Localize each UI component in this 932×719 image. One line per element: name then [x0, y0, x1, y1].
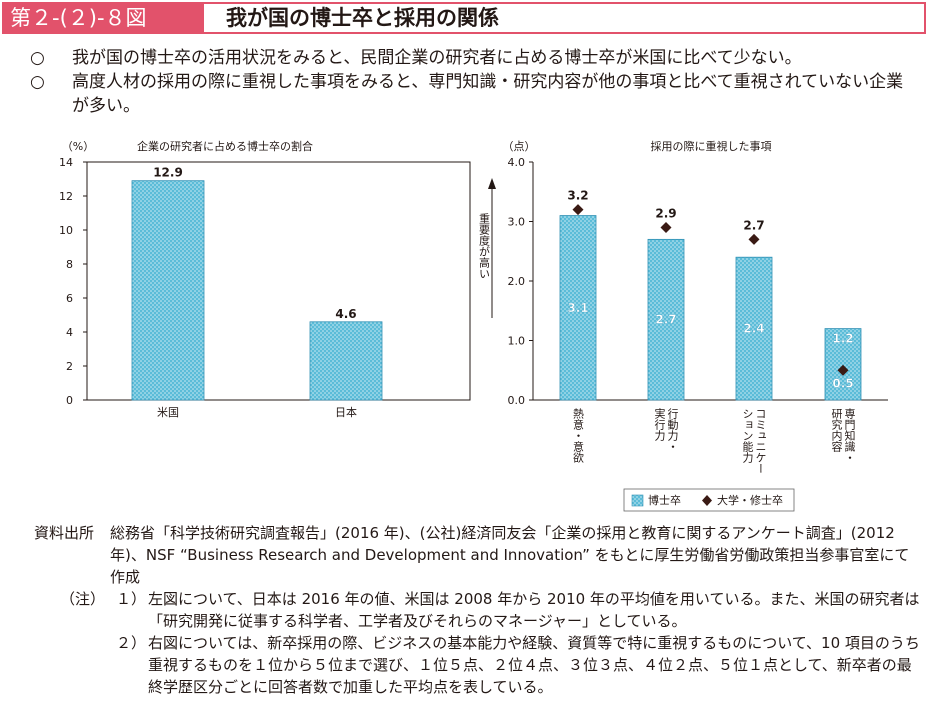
left-plot-frame	[86, 161, 471, 401]
right-y-tick-label: 2.0	[508, 275, 526, 288]
legend-marker-label: 大学・修士卒	[717, 493, 783, 507]
right-bar	[647, 238, 685, 401]
caution-label: （注）	[60, 590, 106, 608]
figure-title: 我が国の博士卒と採用の関係	[226, 6, 499, 30]
note-text: 左図について、日本は 2016 年の値、米国は 2008 年から 2010 年の…	[148, 590, 920, 630]
right-bar-value-label: 2.4	[743, 322, 764, 336]
right-bar-value-label: 1.2	[832, 332, 853, 346]
right-markers: 3.2 2.9 2.7 0.5	[567, 189, 853, 391]
right-x-tick-label: ション能力	[741, 408, 754, 463]
left-chart: 企業の研究者に占める博士卒の割合 （%） 0 2 4 6 8 10 12 14 12.9 4.6…	[59, 139, 471, 419]
left-bar	[309, 321, 383, 401]
right-x-tick-label: 熱意・意欲	[572, 408, 585, 464]
left-y-tick-label: 12	[59, 190, 73, 203]
right-x-tick-label: コミュニケー	[754, 408, 767, 474]
left-x-tick-label: 米国	[157, 406, 179, 419]
left-bar	[131, 180, 205, 401]
summary-text: 高度人材の採用の際に重視した事項をみると、専門知識・研究内容が他の事項と比べて重…	[72, 72, 904, 116]
right-bar	[559, 215, 597, 401]
legend-bar-label: 博士卒	[648, 493, 681, 507]
right-chart-y-unit: （点）	[503, 140, 536, 153]
left-y-tick-label: 10	[59, 224, 73, 237]
importance-note: 重要度が高い	[478, 212, 491, 279]
right-y-tick-label: 0.0	[508, 394, 526, 407]
note-number: １）	[116, 590, 147, 608]
right-x-tick-label: 実行力	[653, 407, 666, 441]
summary: ○ 我が国の博士卒の活用状況をみると、民間企業の研究者に占める博士卒が米国に比べ…	[30, 46, 920, 118]
left-y-tick-label: 14	[59, 156, 73, 169]
left-y-tick-label: 2	[66, 360, 73, 373]
right-chart-title: 採用の際に重視した事項	[651, 139, 772, 153]
right-x-tick-label: 専門知識・	[843, 408, 856, 463]
right-bar	[735, 256, 773, 401]
right-legend: 博士卒 大学・修士卒	[623, 488, 795, 512]
figure-header: 第２-(２)-８図 我が国の博士卒と採用の関係	[2, 2, 926, 34]
right-y-tick-label: 3.0	[508, 216, 526, 229]
source-line: 資料出所 総務省「科学技術研究調査報告」(2016 年)、(公社)経済同友会「企…	[34, 522, 924, 588]
left-bar-value-label: 12.9	[153, 166, 183, 180]
right-x-tick-label: 行動力・	[666, 408, 679, 452]
left-y-axis: 0 2 4 6 8 10 12 14	[59, 156, 87, 407]
right-marker-value-label: 2.7	[743, 218, 764, 232]
left-y-tick-label: 8	[66, 258, 73, 271]
right-marker-value-label: 3.2	[567, 189, 588, 203]
right-marker	[837, 364, 849, 376]
summary-bullet: ○ 高度人材の採用の際に重視した事項をみると、専門知識・研究内容が他の事項と比べ…	[30, 70, 920, 118]
right-chart: 採用の際に重視した事項 （点） 重要度が高い 0.0 1.0 2.0 3.0 4.0 3…	[478, 139, 888, 512]
right-marker-value-label: 0.5	[832, 376, 853, 390]
bullet-circle-icon: ○	[30, 48, 45, 68]
left-chart-title: 企業の研究者に占める博士卒の割合	[137, 139, 313, 153]
right-bar-value-label: 3.1	[567, 301, 588, 315]
notes: 資料出所 総務省「科学技術研究調査報告」(2016 年)、(公社)経済同友会「企…	[34, 522, 924, 698]
left-x-axis: 米国 日本	[157, 405, 357, 419]
right-marker	[748, 233, 760, 245]
arrow-up-icon	[488, 178, 496, 189]
note-number: ２）	[116, 634, 147, 652]
left-y-tick-label: 6	[66, 292, 73, 305]
source-text: 総務省「科学技術研究調査報告」(2016 年)、(公社)経済同友会「企業の採用と…	[110, 524, 910, 586]
charts-canvas: 企業の研究者に占める博士卒の割合 （%） 0 2 4 6 8 10 12 14 12.9 4.6…	[59, 139, 888, 512]
legend-diamond-icon	[702, 495, 712, 506]
right-bar-value-label: 2.7	[655, 313, 676, 327]
left-y-tick-label: 4	[66, 326, 73, 339]
right-bar	[824, 328, 862, 401]
left-x-tick-label: 日本	[335, 405, 357, 419]
left-chart-y-unit: （%）	[62, 140, 94, 153]
right-x-tick-label: 研究内容	[830, 408, 843, 453]
left-bar-value-label: 4.6	[335, 307, 356, 321]
summary-bullet: ○ 我が国の博士卒の活用状況をみると、民間企業の研究者に占める博士卒が米国に比べ…	[30, 46, 920, 70]
right-marker	[572, 204, 584, 216]
right-bars: 3.1 2.7 2.4 1.2	[559, 215, 862, 401]
note-text: 右図については、新卒採用の際、ビジネスの基本能力や経験、資質等で特に重視するもの…	[148, 634, 920, 696]
left-bars: 12.9 4.6	[131, 166, 383, 401]
legend-bar-swatch	[631, 494, 644, 507]
note-1: （注） １） 左図について、日本は 2016 年の値、米国は 2008 年から …	[60, 588, 924, 632]
note-2: ２） 右図については、新卒採用の際、ビジネスの基本能力や経験、資質等で特に重視す…	[108, 632, 924, 698]
right-marker	[660, 221, 672, 233]
source-label: 資料出所	[34, 524, 95, 542]
right-y-tick-label: 1.0	[508, 335, 526, 348]
summary-text: 我が国の博士卒の活用状況をみると、民間企業の研究者に占める博士卒が米国に比べて少…	[72, 48, 802, 68]
bullet-circle-icon: ○	[30, 72, 45, 92]
figure-number: 第２-(２)-８図	[4, 4, 204, 32]
left-y-tick-label: 0	[66, 394, 73, 407]
right-y-tick-label: 4.0	[508, 156, 526, 169]
right-y-axis: 0.0 1.0 2.0 3.0 4.0	[508, 156, 533, 407]
right-marker-value-label: 2.9	[655, 206, 676, 220]
